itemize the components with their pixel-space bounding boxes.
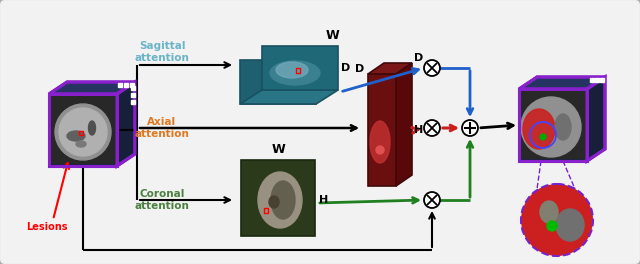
Polygon shape <box>368 74 396 186</box>
Polygon shape <box>368 63 412 74</box>
Text: H: H <box>414 125 423 135</box>
Text: Coronal
attention: Coronal attention <box>134 189 189 211</box>
Polygon shape <box>240 90 338 104</box>
Ellipse shape <box>555 114 571 140</box>
Circle shape <box>547 221 557 231</box>
Polygon shape <box>396 63 412 186</box>
Circle shape <box>55 104 111 160</box>
Polygon shape <box>262 46 338 90</box>
Circle shape <box>424 120 440 136</box>
Text: Sagittal
attention: Sagittal attention <box>134 41 189 63</box>
Text: Axial
attention: Axial attention <box>134 117 189 139</box>
Polygon shape <box>241 160 315 236</box>
Circle shape <box>424 192 440 208</box>
Ellipse shape <box>271 181 295 219</box>
Text: D: D <box>355 64 364 74</box>
Ellipse shape <box>76 141 86 147</box>
Polygon shape <box>117 82 135 166</box>
Circle shape <box>424 60 440 76</box>
Polygon shape <box>520 91 586 159</box>
Circle shape <box>462 120 478 136</box>
Ellipse shape <box>67 131 85 141</box>
Polygon shape <box>49 94 117 166</box>
Circle shape <box>59 108 107 156</box>
Ellipse shape <box>370 121 390 163</box>
Polygon shape <box>50 96 116 164</box>
Ellipse shape <box>523 109 555 149</box>
Polygon shape <box>49 82 135 94</box>
Circle shape <box>521 184 593 256</box>
Ellipse shape <box>276 62 308 78</box>
Text: W: W <box>325 29 339 42</box>
Text: D: D <box>341 63 350 73</box>
Circle shape <box>521 97 581 157</box>
Ellipse shape <box>540 201 558 223</box>
Circle shape <box>376 146 384 154</box>
Ellipse shape <box>258 172 302 228</box>
Polygon shape <box>519 89 587 161</box>
Ellipse shape <box>556 209 584 241</box>
Circle shape <box>540 134 546 140</box>
Text: Lesions: Lesions <box>26 222 68 232</box>
Ellipse shape <box>269 196 279 208</box>
Text: W: W <box>271 143 285 156</box>
Ellipse shape <box>88 121 95 135</box>
Polygon shape <box>519 77 605 89</box>
Text: H: H <box>319 195 328 205</box>
Ellipse shape <box>270 61 320 85</box>
Text: D: D <box>414 53 423 63</box>
Polygon shape <box>240 60 316 104</box>
Polygon shape <box>587 77 605 161</box>
